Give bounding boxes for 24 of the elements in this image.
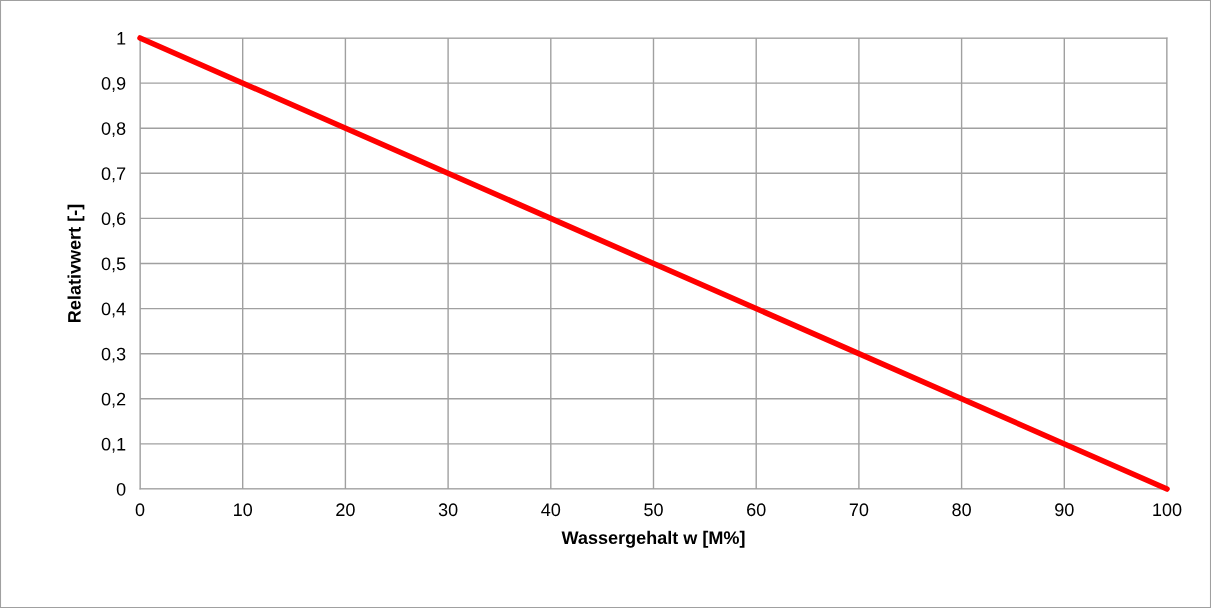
y-tick-label: 0,5	[101, 257, 126, 273]
y-tick-label: 1	[117, 32, 126, 45]
x-tick-label: 100	[1153, 503, 1182, 517]
x-axis-title: Wassergehalt w [M%]	[561, 530, 745, 548]
x-tick-label: 60	[747, 503, 766, 517]
y-tick-label: 0,1	[101, 437, 126, 453]
y-tick-label: 0,6	[101, 212, 126, 228]
x-tick-label: 0	[135, 503, 145, 517]
y-tick-label: 0,8	[101, 122, 126, 138]
x-tick-label: 40	[541, 503, 561, 517]
x-tick-label: 10	[234, 503, 253, 517]
x-tick-label: 50	[644, 503, 663, 517]
x-tick-label: 80	[952, 503, 971, 517]
x-tick-label: 30	[438, 503, 458, 517]
y-tick-label: 0,9	[101, 77, 126, 92]
x-tick-label: 70	[849, 503, 869, 517]
y-axis-title: Relativwert [-]	[67, 204, 85, 322]
y-tick-label: 0	[116, 482, 126, 496]
y-tick-label: 0,4	[101, 302, 126, 318]
y-tick-label: 0,2	[101, 392, 126, 408]
x-tick-label: 90	[1055, 503, 1074, 517]
y-tick-label: 0,7	[101, 167, 126, 183]
y-tick-label: 0,3	[101, 347, 126, 363]
x-tick-label: 20	[336, 503, 355, 517]
